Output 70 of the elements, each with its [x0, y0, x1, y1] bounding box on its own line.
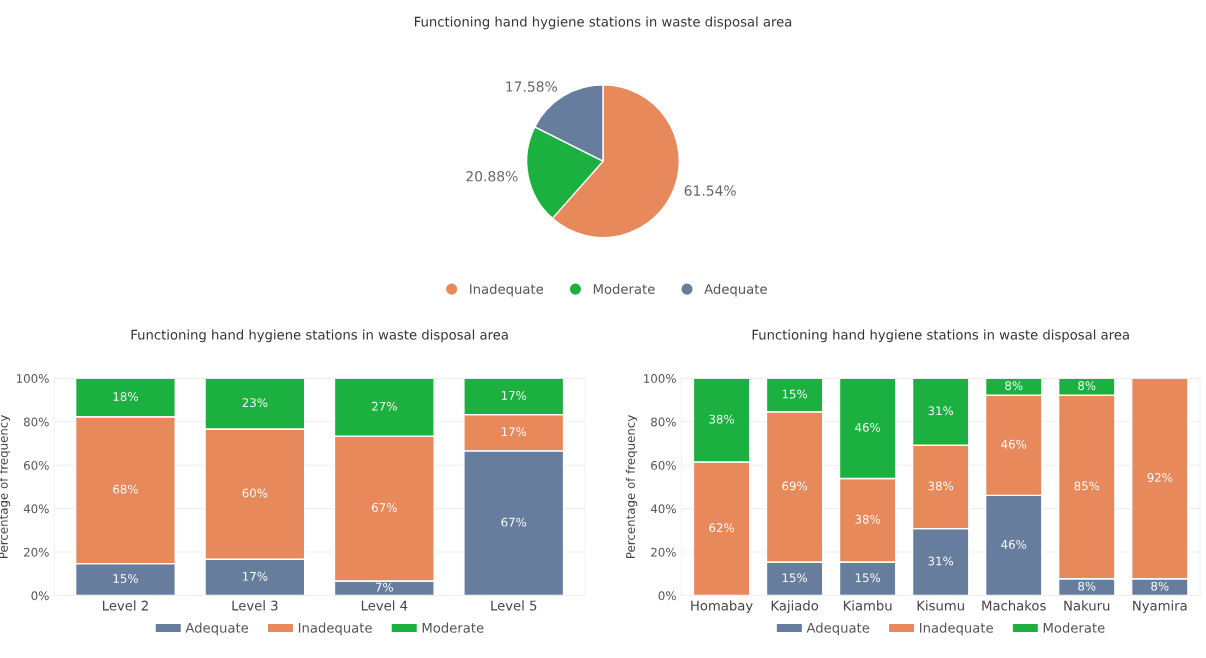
x-tick-label: Machakos: [982, 600, 1046, 611]
data-label: 8%: [1005, 381, 1023, 391]
y-tick-label: 80%: [23, 417, 49, 427]
data-label: 8%: [1078, 381, 1096, 391]
data-label: 17%: [501, 427, 527, 437]
data-label: 38%: [709, 414, 735, 424]
y-tick-label: 0%: [31, 591, 49, 601]
y-tick-label: 40%: [650, 504, 676, 514]
data-label: 15%: [113, 574, 138, 583]
x-tick-label: Level 3: [232, 600, 278, 611]
x-tick-label: Kiambu: [843, 600, 892, 611]
legend-label: Adequate: [704, 283, 767, 297]
chart-title: Functioning hand hygiene stations in waste disposal area: [131, 329, 508, 343]
x-tick-label: Nyamira: [1133, 600, 1187, 614]
data-label: 67%: [501, 517, 527, 527]
data-label: 17%: [501, 390, 527, 400]
y-tick-label: 60%: [651, 460, 676, 470]
y-axis-title: Percentage of frequency: [625, 415, 638, 559]
x-tick-label: Kajiado: [771, 600, 819, 614]
data-label: 67%: [372, 503, 397, 512]
data-label: 60%: [242, 488, 268, 498]
data-label: 61.54%: [684, 185, 736, 196]
data-label: 38%: [928, 481, 954, 491]
y-tick-label: 20%: [651, 547, 676, 557]
legend-label: Inadequate: [470, 283, 544, 297]
data-label: 27%: [372, 401, 397, 411]
data-label: 46%: [1001, 539, 1027, 549]
x-tick-label: Level 4: [361, 600, 408, 611]
legend-label: Moderate: [422, 622, 484, 633]
x-tick-label: Nakuru: [1064, 600, 1110, 611]
data-label: 23%: [242, 398, 268, 408]
y-tick-label: 40%: [23, 504, 49, 514]
data-label: 18%: [113, 392, 138, 401]
data-label: 46%: [1001, 439, 1027, 449]
data-label: 8%: [1151, 581, 1169, 591]
legend-label: Moderate: [1043, 622, 1105, 633]
data-label: 46%: [855, 422, 881, 432]
data-label: 8%: [1078, 581, 1096, 591]
data-label: 31%: [928, 556, 954, 566]
chart-title: Functioning hand hygiene stations in waste disposal area: [752, 329, 1129, 343]
data-label: 68%: [113, 484, 138, 494]
legend-label: Adequate: [185, 622, 249, 636]
x-tick-label: Level 2: [103, 600, 148, 611]
data-label: 7%: [375, 582, 394, 592]
y-tick-label: 100%: [644, 374, 676, 383]
data-label: 15%: [782, 389, 808, 399]
data-label: 85%: [1074, 481, 1100, 491]
data-label: 20.88%: [466, 171, 518, 182]
data-label: 17.58%: [506, 81, 557, 92]
legend-label: Inadequate: [298, 622, 372, 636]
x-tick-label: Homabay: [691, 600, 753, 614]
x-tick-label: Level 5: [491, 600, 537, 611]
y-tick-label: 60%: [23, 460, 49, 470]
y-tick-label: 80%: [651, 417, 676, 427]
x-tick-label: Kisumu: [917, 600, 964, 611]
data-label: 38%: [855, 514, 881, 524]
y-tick-label: 100%: [16, 374, 49, 383]
data-label: 31%: [928, 406, 954, 416]
legend-label: Adequate: [806, 622, 870, 636]
data-label: 15%: [855, 573, 881, 583]
y-tick-label: 0%: [658, 591, 676, 601]
legend-label: Inadequate: [920, 622, 993, 636]
chart-title: Functioning hand hygiene stations in waste disposal area: [414, 16, 792, 30]
legend-label: Moderate: [593, 283, 655, 294]
data-label: 62%: [709, 523, 735, 533]
y-tick-label: 20%: [24, 547, 49, 557]
data-label: 17%: [243, 571, 268, 581]
data-label: 15%: [782, 573, 808, 583]
data-label: 69%: [782, 481, 808, 491]
data-label: 92%: [1147, 473, 1173, 482]
